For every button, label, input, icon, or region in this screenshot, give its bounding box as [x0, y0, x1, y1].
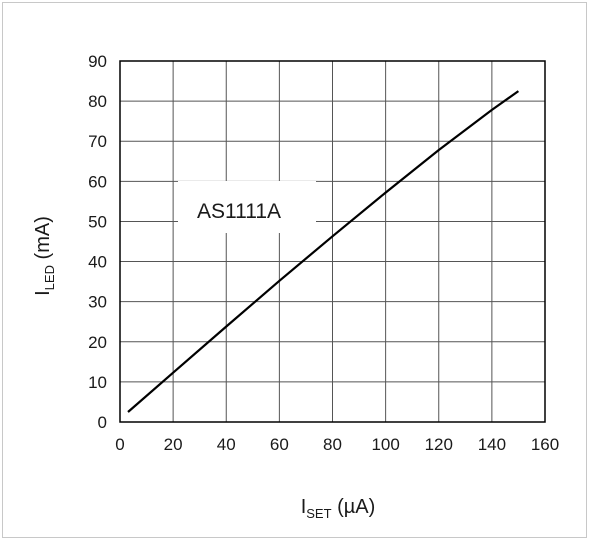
x-tick-label: 40 [217, 435, 236, 454]
x-tick-labels: 0 20 40 60 80 100 120 140 160 [115, 435, 559, 454]
y-axis-label-unit: (mA) [32, 216, 54, 265]
x-tick-label: 80 [323, 435, 342, 454]
x-tick-label: 100 [371, 435, 399, 454]
x-tick-label: 120 [425, 435, 453, 454]
x-axis-label: ISET (µA) [301, 496, 376, 521]
y-tick-label: 90 [88, 52, 107, 71]
y-tick-label: 0 [98, 413, 107, 432]
y-axis-label-main: I [32, 290, 54, 296]
y-tick-label: 20 [88, 333, 107, 352]
y-tick-label: 50 [88, 212, 107, 231]
x-tick-label: 60 [270, 435, 289, 454]
series-group [127, 90, 520, 413]
y-tick-label: 40 [88, 253, 107, 272]
y-axis-label: ILED (mA) [32, 216, 57, 296]
annotation-background [178, 181, 316, 233]
x-axis-label-subscript: SET [306, 506, 331, 521]
y-tick-label: 80 [88, 92, 107, 111]
chart-frame [2, 2, 587, 538]
y-tick-label: 10 [88, 373, 107, 392]
x-tick-label: 20 [164, 435, 183, 454]
y-tick-label: 30 [88, 293, 107, 312]
y-tick-labels: 0 10 20 30 40 50 60 70 80 90 [88, 52, 107, 432]
grid-lines [120, 61, 545, 422]
x-tick-label: 0 [115, 435, 124, 454]
x-tick-label: 140 [478, 435, 506, 454]
plot-area-border [119, 60, 546, 423]
y-tick-label: 70 [88, 132, 107, 151]
series-line-0 [127, 90, 520, 413]
annotation-label: AS1111A [197, 200, 281, 223]
x-tick-label: 160 [531, 435, 559, 454]
y-axis-label-subscript: LED [42, 265, 57, 290]
y-tick-label: 60 [88, 172, 107, 191]
x-axis-label-unit: (µA) [332, 496, 376, 518]
x-axis-label-main: I [301, 496, 307, 518]
